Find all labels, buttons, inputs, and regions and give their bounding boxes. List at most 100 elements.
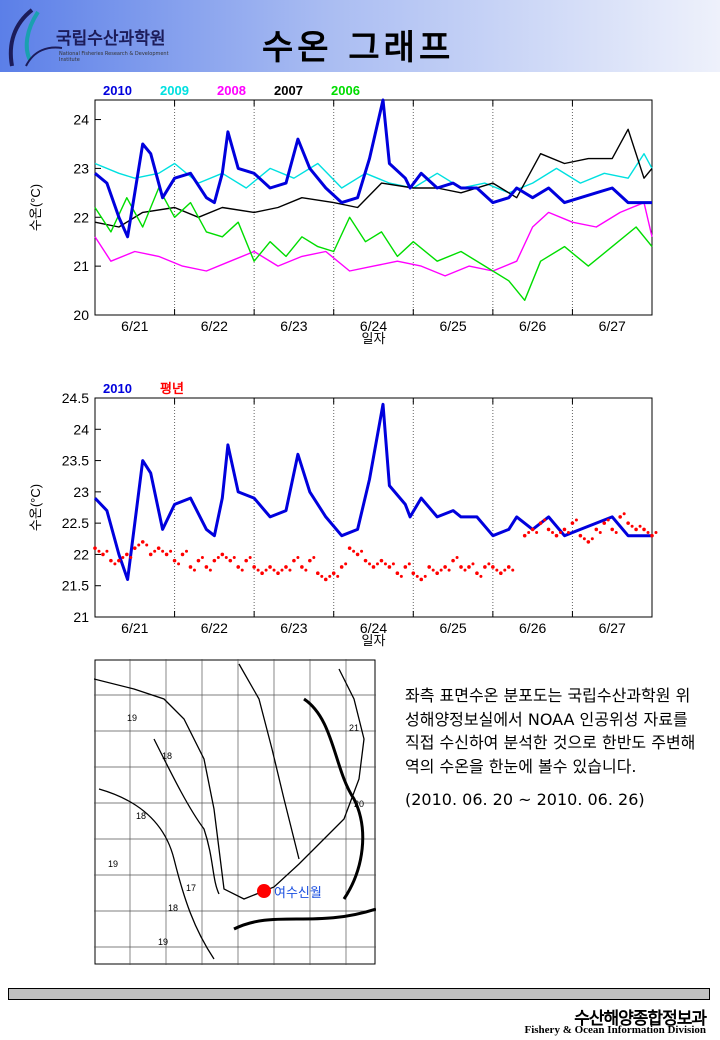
normal-data-point [316,571,320,575]
normal-data-point [582,537,586,541]
series-line-2009 [94,152,653,194]
x-tick-label: 6/27 [599,318,626,334]
normal-data-point [499,571,503,575]
normal-data-point [511,568,515,572]
normal-data-point [129,556,133,560]
x-tick-label: 6/21 [121,620,148,636]
x-tick-label: 6/21 [121,318,148,334]
normal-data-point [427,565,432,569]
normal-data-point [204,565,209,569]
normal-data-point [554,533,559,538]
normal-data-point [212,558,217,563]
normal-data-point [192,568,196,572]
y-tick-label: 21 [73,258,89,274]
location-marker-icon [257,884,271,898]
normal-data-point [180,552,185,557]
normal-data-point [590,537,594,541]
normal-data-point [419,577,424,582]
svg-text:19: 19 [158,937,168,947]
normal-data-point [503,568,507,572]
y-tick-label: 23.5 [62,453,89,469]
normal-data-point [363,558,368,563]
normal-data-point [331,571,336,575]
fish-logo-icon [8,8,63,67]
normal-data-point [185,549,189,553]
normal-data-point [562,527,567,532]
svg-text:20: 20 [354,799,364,809]
normal-data-point [578,533,583,538]
normal-data-point [280,568,284,572]
normal-data-point [260,571,264,575]
normal-data-point [97,549,101,553]
normal-data-point [156,546,161,550]
normal-data-point [93,546,97,550]
normal-data-point [140,540,145,544]
plot-frame [94,99,653,316]
normal-data-point [439,568,443,572]
normal-data-point [336,574,340,578]
normal-data-point [240,568,244,572]
normal-data-point [483,565,487,569]
normal-data-point [463,568,467,572]
legend-item-2007: 2007 [274,83,303,98]
normal-data-point [543,518,547,522]
x-tick-label: 6/24 [360,620,387,636]
series-line-2010 [94,98,652,239]
normal-data-point [164,552,169,557]
normal-data-point [435,571,439,575]
normal-data-point [344,562,348,566]
normal-data-point [614,531,618,535]
normal-data-point [626,521,630,525]
x-tick-label: 6/25 [439,620,466,636]
svg-text:17: 17 [186,883,196,893]
normal-data-point [224,556,228,560]
normal-data-point [360,549,364,553]
normal-data-point [312,556,316,560]
normal-data-point [216,556,220,560]
normal-data-point [132,546,137,550]
y-tick-label: 20 [73,307,89,323]
normal-data-point [630,524,634,528]
normal-data-point [145,543,149,547]
normal-data-point [101,552,105,557]
map-grid [94,659,376,965]
normal-data-point [650,533,654,538]
normal-data-point [459,565,463,569]
normal-data-point [352,549,356,553]
normal-data-point [105,549,109,553]
x-tick-label: 6/26 [519,318,546,334]
normal-data-point [506,565,511,569]
normal-data-point [200,556,204,560]
svg-text:19: 19 [108,859,118,869]
normal-data-point [535,531,539,535]
normal-data-point [586,540,591,544]
normal-data-point [423,574,427,578]
normal-data-point [137,543,141,547]
x-tick-label: 6/23 [280,318,307,334]
normal-data-point [602,521,607,525]
coastline [94,663,365,960]
normal-data-point [177,562,181,566]
isotherm-bold [233,697,376,931]
normal-data-point [272,568,276,572]
normal-data-point [451,558,455,563]
normal-data-point [256,568,260,572]
normal-data-point [594,527,599,532]
normal-data-point [113,562,117,566]
series-line-2010 [93,402,652,581]
svg-text:18: 18 [136,811,146,821]
normal-data-point [347,546,352,550]
normal-data-point [323,577,328,582]
y-tick-label: 22 [73,209,89,225]
normal-data-point [196,558,201,563]
normal-data-point [117,558,121,563]
normal-data-point [292,558,296,563]
normal-data-point [546,527,551,532]
normal-data-point [431,568,435,572]
normal-data-point [383,562,387,566]
normal-data-point [228,558,233,563]
x-tick-label: 6/27 [599,620,626,636]
isotherm-labels: 19 18 18 19 17 18 19 21 20 [108,713,364,947]
normal-data-point [391,562,395,566]
x-tick-label: 6/24 [360,318,387,334]
